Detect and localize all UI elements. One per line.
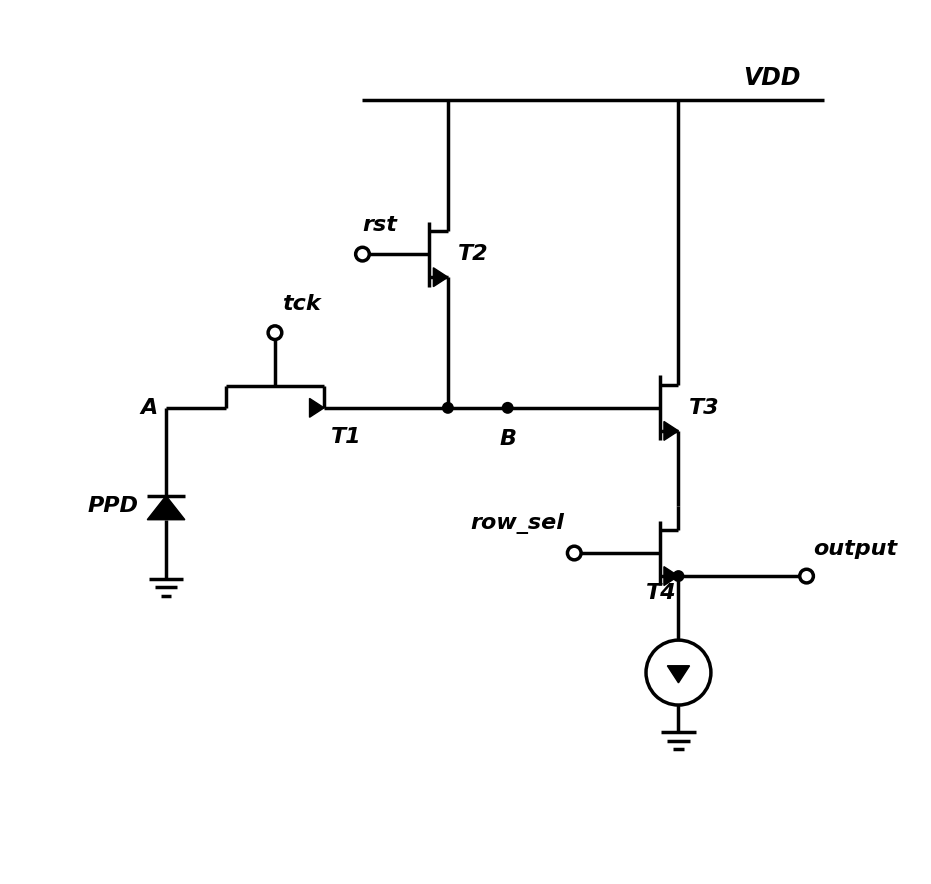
Polygon shape bbox=[664, 567, 679, 585]
Text: row_sel: row_sel bbox=[470, 514, 564, 534]
Text: T4: T4 bbox=[646, 583, 677, 603]
Text: PPD: PPD bbox=[88, 496, 139, 516]
Polygon shape bbox=[433, 268, 448, 286]
Polygon shape bbox=[147, 496, 185, 520]
Text: rst: rst bbox=[362, 216, 398, 235]
Text: T1: T1 bbox=[331, 427, 361, 446]
Circle shape bbox=[442, 402, 453, 414]
Text: B: B bbox=[499, 430, 516, 449]
Polygon shape bbox=[668, 666, 690, 682]
Circle shape bbox=[502, 402, 514, 414]
Text: tck: tck bbox=[282, 293, 320, 314]
Text: VDD: VDD bbox=[744, 66, 802, 90]
Text: A: A bbox=[141, 398, 157, 418]
Polygon shape bbox=[309, 399, 324, 417]
Text: T2: T2 bbox=[458, 244, 489, 264]
Circle shape bbox=[672, 570, 684, 582]
Text: T3: T3 bbox=[689, 398, 720, 418]
Text: output: output bbox=[814, 539, 897, 559]
Polygon shape bbox=[664, 422, 679, 440]
